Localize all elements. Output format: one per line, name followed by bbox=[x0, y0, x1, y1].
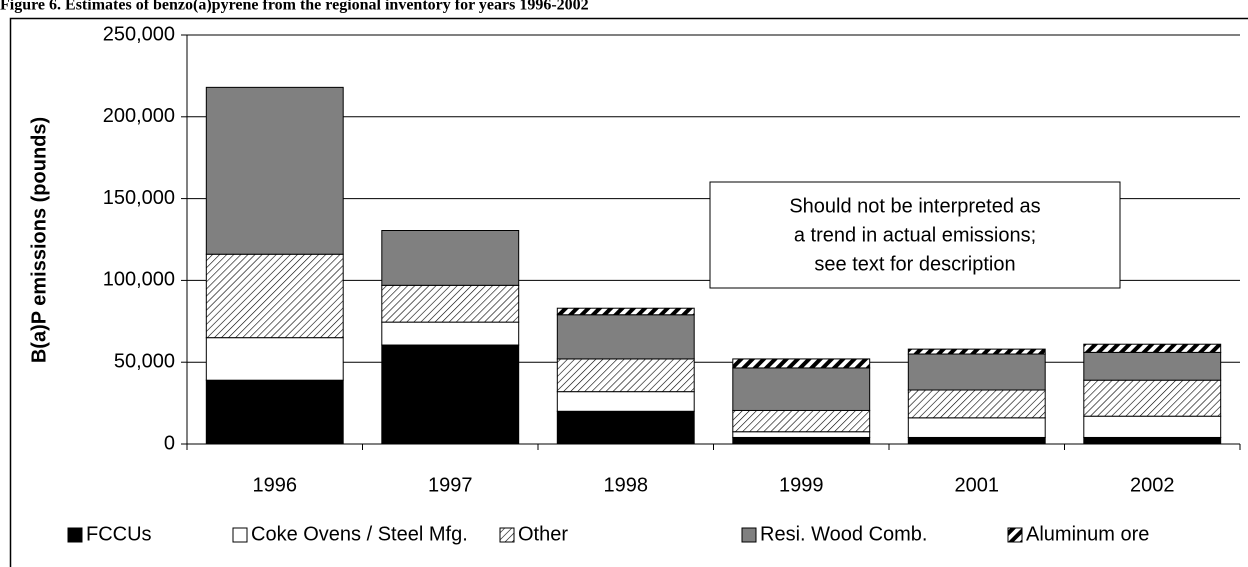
bar-segment bbox=[556, 391, 695, 412]
bar-segment bbox=[907, 436, 1046, 445]
legend-label: Resi. Wood Comb. bbox=[760, 523, 927, 545]
bar-segment bbox=[556, 358, 695, 393]
bar-segment bbox=[732, 409, 871, 433]
bar-segment bbox=[907, 353, 1046, 391]
annotation-box bbox=[709, 181, 1121, 289]
chart-frame bbox=[9, 17, 1248, 567]
bar-segment bbox=[381, 284, 520, 323]
legend-label: Aluminum ore bbox=[1026, 523, 1149, 545]
legend-swatch bbox=[67, 527, 83, 543]
bar-segment bbox=[732, 436, 871, 445]
bar-segment bbox=[907, 417, 1046, 438]
bar-segment bbox=[205, 337, 344, 381]
legend-swatch bbox=[741, 527, 757, 543]
y-tick-label: 150,000 bbox=[103, 187, 175, 209]
bar-segment bbox=[381, 321, 520, 346]
bar-segment bbox=[907, 348, 1046, 355]
chart-title: Figure 6. Estimates of benzo(a)pyrene fr… bbox=[0, 0, 589, 14]
y-tick-label: 50,000 bbox=[114, 350, 175, 372]
legend-swatch bbox=[232, 527, 248, 543]
bar-segment bbox=[205, 86, 344, 255]
y-axis-label: B(a)P emissions (pounds) bbox=[28, 117, 50, 363]
bar-segment bbox=[1083, 351, 1222, 381]
bar-segment bbox=[381, 344, 520, 445]
y-tick-label: 250,000 bbox=[103, 23, 175, 45]
bar-segment bbox=[205, 253, 344, 339]
x-tick-label: 1996 bbox=[253, 474, 298, 496]
annotation: a trend in actual emissions; bbox=[794, 224, 1036, 246]
bar-segment bbox=[205, 379, 344, 445]
legend-swatch bbox=[499, 527, 515, 543]
bar-segment bbox=[732, 367, 871, 411]
bar-segment bbox=[556, 410, 695, 445]
legend-label: Other bbox=[518, 523, 568, 545]
bar-segment bbox=[732, 358, 871, 369]
x-tick-label: 2001 bbox=[955, 474, 1000, 496]
legend-label: Coke Ovens / Steel Mfg. bbox=[251, 523, 468, 545]
annotation: Should not be interpreted as bbox=[789, 195, 1040, 217]
bar-segment bbox=[1083, 343, 1222, 353]
bar-segment bbox=[1083, 436, 1222, 445]
legend-swatch bbox=[1007, 527, 1023, 543]
bar-segment bbox=[907, 389, 1046, 419]
x-tick-label: 1997 bbox=[428, 474, 473, 496]
annotation: see text for description bbox=[814, 253, 1015, 275]
y-tick-label: 100,000 bbox=[103, 269, 175, 291]
legend-label: FCCUs bbox=[86, 523, 152, 545]
x-tick-label: 1999 bbox=[779, 474, 824, 496]
bar-segment bbox=[732, 431, 871, 438]
x-tick-label: 2002 bbox=[1130, 474, 1175, 496]
y-tick-label: 200,000 bbox=[103, 105, 175, 127]
bar-segment bbox=[381, 230, 520, 286]
x-tick-label: 1998 bbox=[604, 474, 649, 496]
bar-segment bbox=[1083, 415, 1222, 438]
y-tick-label: 0 bbox=[164, 432, 175, 454]
bar-segment bbox=[1083, 379, 1222, 417]
bar-segment bbox=[556, 314, 695, 360]
bar-segment bbox=[556, 307, 695, 316]
